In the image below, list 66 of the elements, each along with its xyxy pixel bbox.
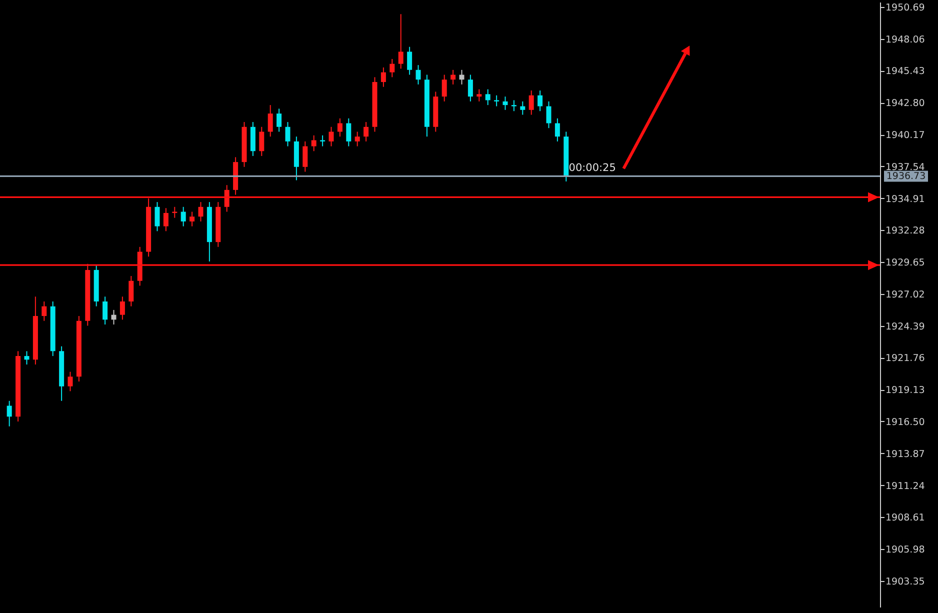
candlestick (459, 69, 464, 85)
candlestick (163, 208, 168, 232)
candlestick (407, 46, 412, 76)
candlestick (190, 211, 195, 227)
y-tick-label: 1937.54 (886, 162, 925, 173)
candlestick (450, 69, 456, 85)
candlestick (111, 309, 116, 326)
candlestick (102, 296, 108, 326)
y-tick-label: 1942.80 (886, 98, 925, 110)
candlestick (154, 202, 160, 232)
candlestick (172, 206, 178, 218)
candlestick (337, 118, 342, 138)
candlestick (276, 108, 282, 132)
candlestick (546, 100, 552, 129)
candlestick (24, 350, 30, 366)
candlestick (416, 64, 421, 85)
candlestick (120, 296, 125, 320)
y-tick-label: 1927.02 (886, 289, 925, 300)
candlestick (468, 74, 473, 102)
candlestick (502, 96, 508, 110)
candlestick (68, 371, 73, 392)
candlestick (554, 118, 560, 142)
y-tick-label: 1919.13 (886, 385, 925, 396)
candlestick (538, 90, 543, 112)
candlestick (328, 126, 334, 147)
y-tick-label: 1950.69 (886, 2, 925, 14)
candlestick (380, 66, 386, 88)
y-tick-label: 1908.61 (886, 512, 925, 524)
ref-line-label: 1936.73 (886, 171, 926, 182)
candlestick (320, 134, 326, 147)
candlestick (528, 90, 534, 116)
candlestick (354, 131, 360, 147)
candlestick (180, 206, 186, 227)
y-tick-label: 1934.91 (886, 194, 925, 205)
candlestick (302, 140, 308, 172)
y-tick-label: 1932.28 (886, 226, 925, 237)
candlestick (364, 122, 369, 142)
y-tick-label: 1903.35 (886, 576, 925, 588)
candlestick (520, 100, 526, 116)
candlestick (476, 88, 482, 102)
candlestick (128, 276, 134, 307)
annotation: 00:00:25 (568, 162, 616, 174)
y-tick-label: 1924.39 (886, 321, 925, 332)
candlestick (485, 88, 490, 106)
y-tick-label: 1905.98 (886, 544, 925, 556)
y-tick-label: 1911.24 (886, 480, 925, 492)
y-tick-label: 1940.17 (886, 130, 925, 142)
candlestick (6, 400, 12, 427)
y-tick-label: 1913.87 (886, 448, 925, 460)
candlestick (346, 118, 352, 147)
candlestick (311, 134, 316, 152)
candlestick (259, 126, 264, 156)
candlestick (442, 74, 447, 102)
y-tick-label: 1945.43 (886, 66, 925, 78)
y-tick-label: 1929.65 (886, 258, 925, 269)
y-tick-label: 1921.76 (886, 353, 925, 364)
candlestick (511, 100, 516, 112)
candlestick (494, 94, 500, 107)
y-tick-label: 1916.50 (886, 417, 925, 428)
y-tick-label: 1948.06 (886, 34, 925, 46)
candlestick (285, 122, 290, 147)
candlestick (398, 14, 404, 70)
candlestick (268, 104, 273, 138)
candlestick (390, 58, 395, 78)
candlestick (198, 202, 204, 222)
candlestick (42, 300, 47, 322)
